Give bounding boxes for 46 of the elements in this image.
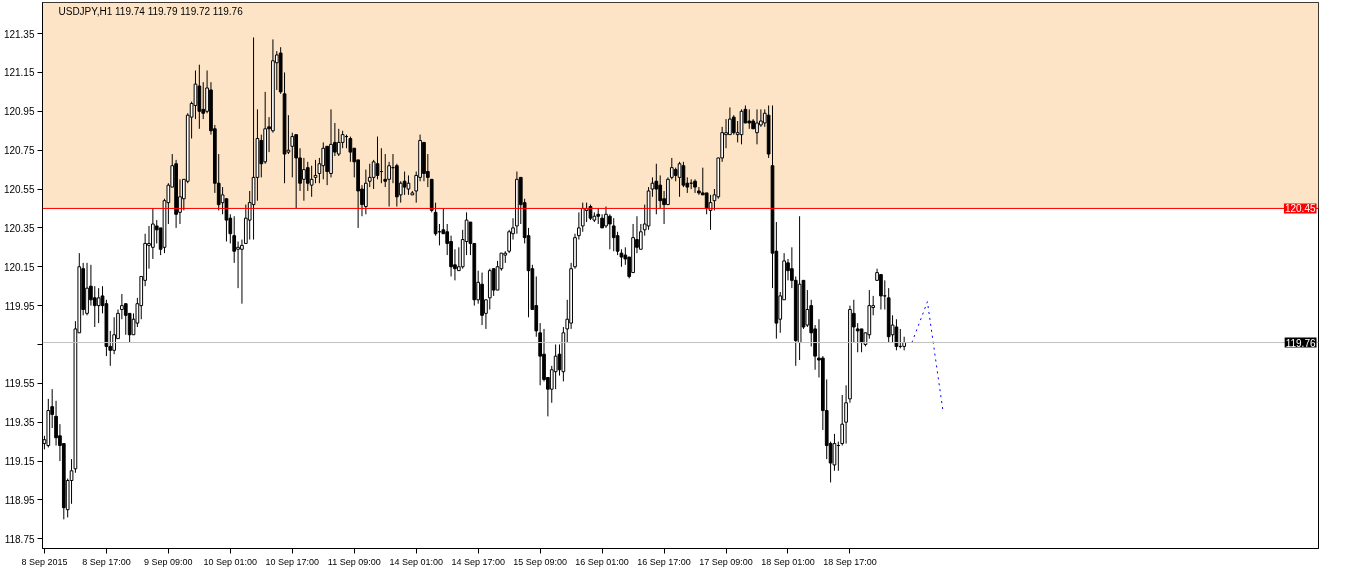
candlestick — [693, 178, 697, 194]
chart-title: USDJPY,H1 119.74 119.79 119.72 119.76 — [58, 5, 244, 17]
x-tick-label: 10 Sep 01:00 — [203, 556, 258, 567]
candlestick — [402, 171, 407, 196]
y-tick-label: 120.55 — [3, 184, 35, 196]
x-tick-label: 11 Sep 09:00 — [327, 556, 381, 567]
candlestick — [894, 318, 899, 351]
y-tick-label: 120.95 — [3, 106, 35, 118]
candlestick — [375, 136, 380, 180]
y-tick-label: 119.55 — [4, 378, 35, 390]
candlestick — [96, 287, 101, 324]
ref-line-label: 119.76 — [1285, 337, 1316, 349]
y-tick-label: 121.15 — [3, 67, 35, 79]
candlestick — [313, 159, 318, 184]
x-tick-label: 14 Sep 01:00 — [389, 556, 443, 567]
candlestick — [611, 217, 616, 252]
x-tick-label: 17 Sep 09:00 — [699, 556, 753, 567]
y-tick-label: 119.35 — [4, 417, 35, 429]
x-tick-label: 14 Sep 17:00 — [451, 556, 505, 567]
y-tick-label: 121.35 — [3, 28, 35, 40]
y-tick-label: 118.75 — [4, 533, 35, 545]
y-tick-label: 120.75 — [3, 145, 35, 157]
candlestick — [654, 163, 659, 215]
candlestick — [491, 268, 496, 297]
candlestick — [755, 108, 759, 145]
candlestick — [302, 157, 306, 202]
candlestick — [321, 141, 326, 180]
x-tick-label: 9 Sep 09:00 — [144, 556, 193, 567]
x-tick-label: 8 Sep 17:00 — [82, 556, 131, 567]
x-tick-label: 18 Sep 17:00 — [823, 556, 877, 567]
candlestick — [879, 274, 883, 310]
x-tick-label: 15 Sep 09:00 — [513, 556, 567, 567]
y-tick-label: 120.15 — [3, 261, 35, 273]
y-tick-label: 118.95 — [4, 494, 35, 506]
candlestick — [669, 157, 674, 180]
ref-line-label: 120.45 — [1284, 203, 1316, 215]
x-tick-label: 16 Sep 01:00 — [575, 556, 629, 567]
x-tick-label: 10 Sep 17:00 — [265, 556, 320, 567]
x-tick-label: 8 Sep 2015 — [21, 556, 68, 567]
x-tick-label: 18 Sep 01:00 — [761, 556, 815, 567]
y-tick-label: 120.35 — [3, 222, 35, 234]
candlestick — [607, 213, 612, 250]
x-tick-label: 16 Sep 17:00 — [637, 556, 691, 567]
candlestick — [739, 108, 744, 145]
y-tick-label: 119.15 — [4, 456, 35, 468]
y-tick-label: 119.95 — [4, 300, 35, 312]
